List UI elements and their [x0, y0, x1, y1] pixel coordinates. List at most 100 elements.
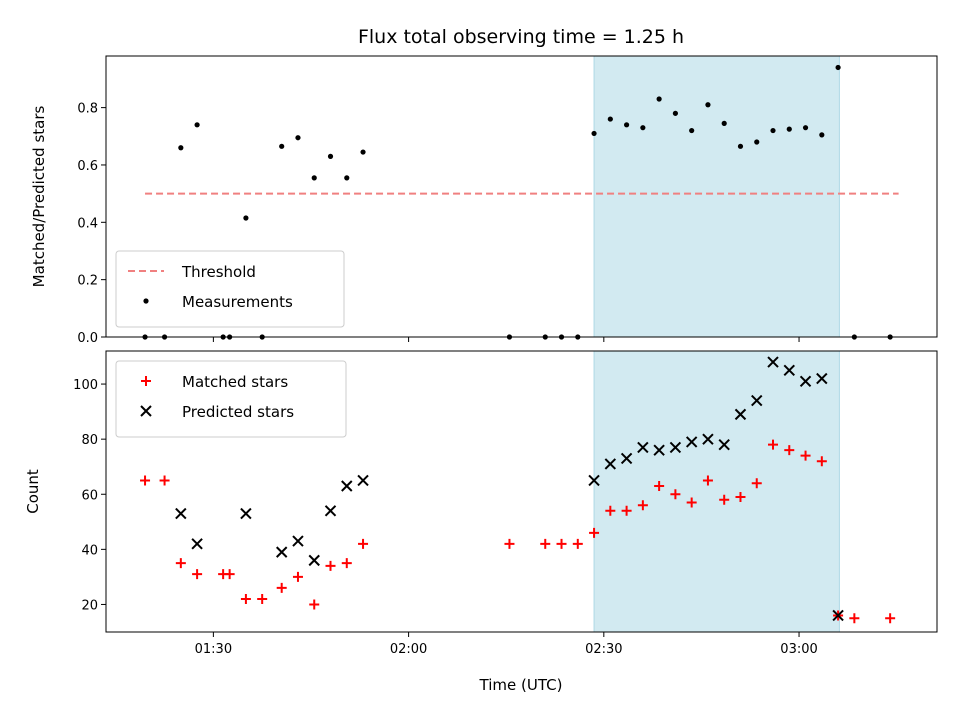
count-panel: 2040608010001:3002:0002:3003:0003:3004:0… — [24, 350, 938, 657]
data-point — [656, 96, 662, 102]
y-axis-label: Matched/Predicted stars — [30, 106, 48, 288]
data-point — [224, 569, 235, 580]
data-point — [344, 175, 350, 181]
data-point — [279, 143, 285, 149]
data-point — [637, 500, 648, 511]
legend-label: Matched stars — [182, 373, 288, 391]
y-tick-label: 20 — [81, 598, 98, 613]
data-point — [556, 538, 567, 549]
legend-swatch — [141, 376, 151, 386]
x-tick-label: 03:00 — [780, 642, 817, 657]
data-point — [295, 135, 301, 141]
x-tick-label: 01:30 — [195, 642, 232, 657]
data-point — [341, 558, 352, 569]
y-axis-label: Count — [24, 469, 42, 514]
data-point — [719, 494, 730, 505]
shaded-region — [593, 350, 840, 633]
data-point — [734, 408, 747, 421]
data-point — [194, 122, 200, 128]
data-point — [832, 609, 844, 622]
legend-box — [115, 250, 345, 328]
data-point — [357, 474, 369, 487]
data-point — [292, 571, 303, 582]
data-point — [192, 569, 203, 580]
data-point — [702, 433, 714, 445]
data-point — [311, 175, 317, 181]
x-tick-label: 02:30 — [585, 642, 622, 657]
ratio-panel: 0.0 0.2 0.4 0.6 0.8 Matched/Predicted stars Th… — [30, 55, 938, 346]
legend-label: Predicted stars — [182, 403, 294, 421]
data-point — [240, 507, 252, 520]
data-point — [605, 505, 616, 516]
data-point — [800, 450, 811, 461]
data-point — [689, 127, 695, 134]
data-point — [341, 480, 353, 492]
data-point — [589, 527, 600, 538]
data-point — [309, 599, 320, 610]
data-point — [504, 538, 515, 549]
x-tick-label: 02:00 — [390, 642, 427, 657]
chart-title: Flux total observing time = 1.25 h — [358, 26, 684, 48]
data-point — [735, 492, 746, 503]
data-point — [640, 125, 646, 131]
y-tick-label: 0.6 — [77, 159, 98, 174]
data-point — [718, 438, 730, 451]
y-tick-label: 0.0 — [77, 331, 98, 346]
data-point — [604, 458, 617, 470]
data-point — [588, 474, 600, 487]
data-point — [784, 445, 795, 456]
data-point — [243, 215, 249, 221]
data-point — [835, 64, 841, 71]
data-point — [770, 127, 776, 134]
data-point — [637, 441, 649, 454]
data-point — [540, 538, 551, 549]
data-point — [175, 507, 187, 520]
y-tick-label: 80 — [81, 433, 98, 448]
data-point — [327, 153, 334, 159]
data-point — [140, 475, 151, 486]
data-point — [816, 456, 827, 467]
data-point — [653, 444, 665, 456]
legend-swatch — [140, 405, 152, 417]
shaded-region — [593, 55, 840, 338]
data-point — [607, 116, 613, 122]
x-axis-label: Time (UTC) — [479, 676, 563, 694]
data-point — [178, 145, 184, 151]
data-point — [240, 593, 251, 604]
data-point — [672, 110, 679, 116]
data-point — [623, 122, 630, 128]
y-tick-label: 0.8 — [77, 102, 98, 117]
data-point — [275, 546, 288, 558]
data-point — [191, 538, 203, 550]
data-point — [802, 125, 809, 131]
data-point — [685, 436, 698, 448]
data-point — [751, 394, 763, 407]
y-tick-label: 100 — [73, 378, 98, 393]
data-point — [572, 538, 583, 549]
data-point — [768, 439, 779, 450]
y-tick-label: 0.4 — [77, 216, 98, 231]
data-point — [849, 613, 860, 624]
legend-box — [115, 360, 347, 438]
legend: Matched stars Predicted stars — [115, 360, 347, 438]
legend-label: Threshold — [181, 263, 256, 281]
y-tick-label: 60 — [81, 488, 98, 503]
data-point — [705, 102, 711, 108]
data-point — [767, 356, 779, 368]
data-point — [324, 505, 337, 517]
data-point — [358, 538, 369, 549]
axes-frame — [105, 350, 938, 633]
y-tick-label: 40 — [81, 543, 98, 558]
data-point — [621, 505, 632, 516]
legend: Threshold Measurements — [115, 250, 345, 328]
data-point — [620, 452, 633, 465]
data-point — [819, 132, 825, 138]
data-point — [737, 143, 744, 149]
data-point — [591, 130, 597, 137]
data-point — [702, 475, 713, 486]
legend-swatch — [143, 298, 149, 304]
data-point — [175, 558, 186, 569]
data-point — [257, 593, 268, 604]
data-point — [670, 489, 681, 500]
